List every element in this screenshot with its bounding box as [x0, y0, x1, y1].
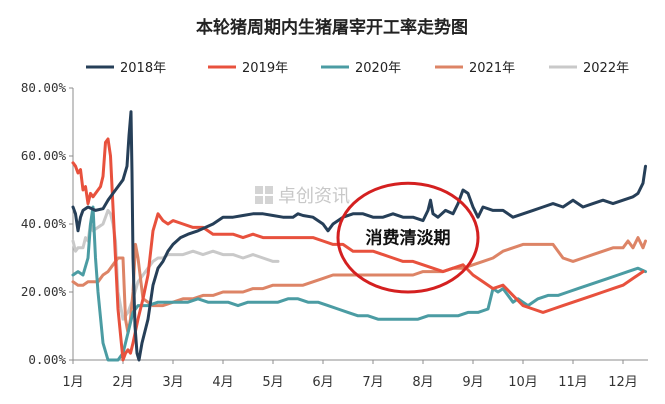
x-tick-label: 9月 [462, 375, 483, 390]
x-tick-label: 7月 [362, 375, 383, 390]
x-tick-label: 5月 [262, 375, 283, 390]
x-tick-label: 1月 [62, 375, 83, 390]
x-tick-label: 4月 [212, 375, 233, 390]
y-tick-label: 20.00% [21, 284, 67, 299]
legend-label: 2022年 [583, 61, 629, 76]
y-tick-label: 80.00% [21, 80, 67, 95]
legend: 2018年 2019年 2020年 2021年 2022年 [86, 61, 629, 76]
y-tick-label: 60.00% [21, 148, 67, 163]
x-tick-label: 11月 [558, 375, 588, 390]
annotation-text: 消费清淡期 [366, 228, 451, 249]
y-tick-label: 0.00% [28, 352, 66, 367]
series-line [71, 137, 645, 362]
watermark-text: 卓创资讯 [278, 186, 350, 207]
watermark: 卓创资讯 [255, 186, 350, 207]
x-tick-label: 8月 [412, 375, 433, 390]
chart-title: 本轮猪周期内生猪屠宰开工率走势图 [196, 17, 468, 38]
series-line [71, 205, 647, 362]
x-tick-label: 3月 [162, 375, 183, 390]
annotation-circle [336, 181, 480, 294]
series-group [71, 110, 647, 362]
legend-label: 2018年 [120, 61, 166, 76]
x-tick-label: 10月 [508, 375, 538, 390]
legend-label: 2020年 [355, 61, 401, 76]
legend-label: 2019年 [242, 61, 288, 76]
annotation: 消费清淡期 [336, 181, 480, 294]
y-tick-label: 40.00% [21, 216, 67, 231]
x-tick-label: 12月 [608, 375, 638, 390]
series-line [71, 110, 647, 362]
legend-label: 2021年 [469, 61, 515, 76]
x-tick-label: 2月 [112, 375, 133, 390]
series-line [71, 236, 647, 335]
axes: 0.00% 20.00% 40.00% 60.00% 80.00% 1月 2月 3月 4月 5月 6… [21, 80, 648, 390]
x-tick-label: 6月 [312, 375, 333, 390]
